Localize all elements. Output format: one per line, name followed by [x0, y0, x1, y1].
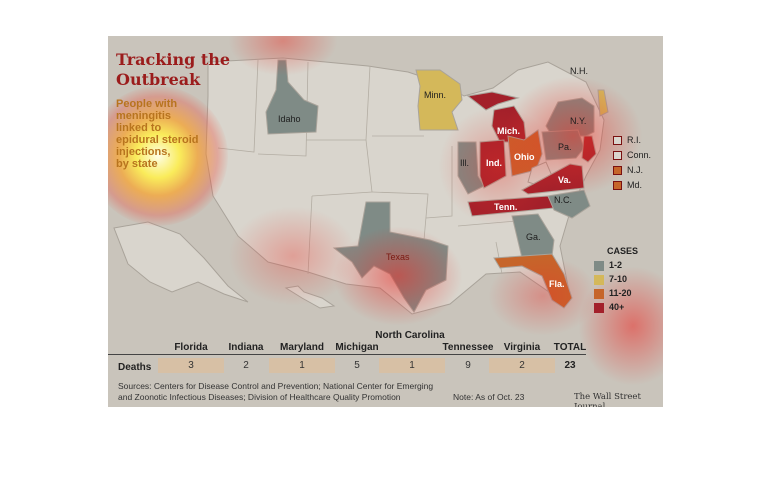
title-line-2: Outbreak — [116, 70, 201, 89]
table-header-indiana: Indiana — [228, 342, 264, 353]
title-line-1: Tracking the — [116, 50, 231, 69]
subtitle-line: linked to — [116, 122, 162, 134]
table-rule — [108, 354, 586, 355]
subtitle-line: meningitis — [116, 110, 172, 122]
table-cell-tennessee: 9 — [465, 360, 471, 371]
legend-label: 7-10 — [609, 274, 628, 284]
ne-label-nj: N.J. — [613, 165, 644, 176]
table-cell-north-carolina: 1 — [379, 358, 445, 373]
state-label-ohio: Ohio — [514, 152, 535, 162]
minnesota-shape — [415, 69, 463, 131]
table-header-north-carolina: North Carolina — [375, 330, 445, 341]
ne-label-text: Md. — [627, 180, 643, 190]
table-header-michigan: Michigan — [335, 342, 379, 353]
table-row-label: Deaths — [118, 362, 152, 373]
sources-text: Sources: Centers for Disease Control and… — [118, 381, 438, 403]
idaho-shape — [265, 59, 319, 135]
state-label-illinois: Ill. — [460, 158, 469, 168]
ne-label-text: Conn. — [627, 150, 652, 160]
florida-shape — [493, 253, 573, 309]
georgia-shape — [511, 213, 555, 259]
state-label-texas: Texas — [386, 252, 410, 262]
table-header-florida: Florida — [174, 342, 208, 353]
state-borders — [217, 59, 529, 275]
state-label-georgia: Ga. — [526, 232, 541, 242]
legend-label: 40+ — [609, 302, 625, 312]
legend-swatch — [594, 274, 604, 285]
state-label-ny: N.Y. — [570, 116, 587, 126]
table-cell-virginia: 2 — [489, 358, 555, 373]
chart-title: Tracking the Outbreak — [116, 50, 230, 90]
table-header-total: TOTAL — [553, 342, 587, 353]
ne-swatch — [613, 151, 622, 161]
subtitle-line: injections, — [116, 146, 171, 158]
table-cell-florida: 3 — [158, 358, 224, 373]
chart-subtitle: People with meningitis linked to epidura… — [116, 98, 202, 170]
alaska-shape — [113, 221, 249, 303]
state-label-virginia: Va. — [558, 175, 572, 185]
table-cell-indiana: 2 — [243, 360, 249, 371]
legend-item-11-20: 11-20 — [594, 288, 632, 299]
legend-swatch — [594, 302, 604, 313]
subtitle-line: by state — [116, 158, 158, 170]
legend-swatch — [594, 288, 604, 299]
ne-label-text: N.J. — [627, 165, 644, 175]
state-label-minnesota: Minn. — [424, 90, 447, 100]
indiana-shape — [479, 139, 507, 189]
ne-label-ri: R.I. — [613, 135, 642, 146]
table-cell-maryland: 1 — [269, 358, 335, 373]
ne-swatch — [613, 166, 622, 176]
map-graphic-panel: Tracking the Outbreak People with meningi… — [108, 36, 663, 407]
credit-text: The Wall Street Journal — [574, 392, 641, 407]
state-label-florida: Fla. — [549, 279, 565, 289]
state-label-nh: N.H. — [570, 66, 588, 76]
subtitle-line: People with — [116, 98, 178, 110]
sources-line: and Zoonotic Infectious Diseases; Divisi… — [118, 392, 401, 402]
state-label-pennsylvania: Pa. — [558, 142, 572, 152]
hawaii-shape — [284, 285, 336, 309]
table-header-tennessee: Tennessee — [442, 342, 494, 353]
legend-item-40-plus: 40+ — [594, 302, 624, 313]
state-label-michigan: Mich. — [497, 126, 521, 136]
table-header-virginia: Virginia — [503, 342, 541, 353]
ne-label-conn: Conn. — [613, 150, 652, 161]
legend-label: 1-2 — [609, 260, 623, 270]
ne-label-md: Md. — [613, 180, 643, 191]
sources-line: Sources: Centers for Disease Control and… — [118, 381, 434, 391]
legend-label: 11-20 — [609, 288, 632, 298]
ne-swatch — [613, 136, 622, 146]
legend-title: CASES — [607, 246, 639, 256]
note-text: Note: As of Oct. 23 — [453, 392, 525, 402]
state-label-indiana: Ind. — [486, 158, 502, 168]
subtitle-line: epidural steroid — [116, 134, 199, 146]
state-label-idaho: Idaho — [278, 114, 301, 124]
ne-label-text: R.I. — [627, 135, 642, 145]
legend-item-1-2: 1-2 — [594, 260, 622, 271]
table-header-maryland: Maryland — [280, 342, 324, 353]
legend-item-7-10: 7-10 — [594, 274, 627, 285]
state-label-tennessee: Tenn. — [494, 202, 518, 212]
ne-swatch — [613, 181, 622, 191]
table-cell-michigan: 5 — [354, 360, 360, 371]
state-label-nc: N.C. — [554, 195, 572, 205]
nh-shape — [597, 89, 609, 117]
table-cell-total: 23 — [564, 360, 576, 371]
legend-swatch — [594, 260, 604, 271]
